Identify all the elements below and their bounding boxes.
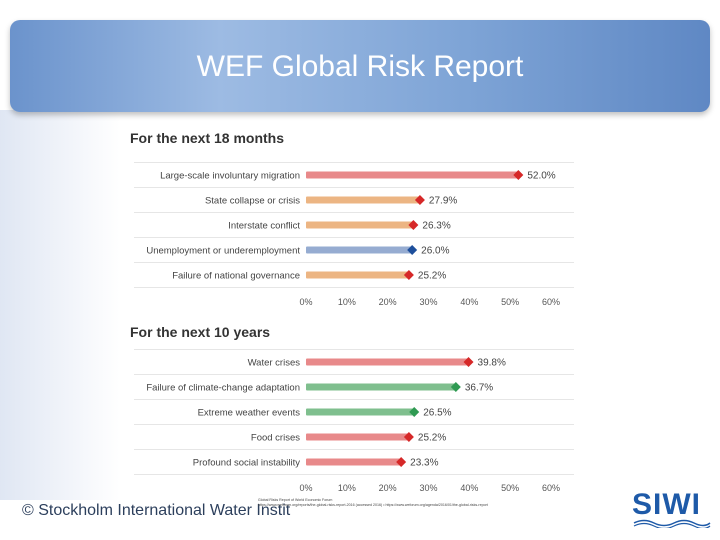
- bar: [306, 408, 415, 416]
- value-marker: [408, 220, 419, 230]
- tick-label: 60%: [542, 483, 560, 493]
- chart-title-18-months: For the next 18 months: [130, 130, 285, 146]
- value-label: 26.3%: [422, 221, 450, 232]
- bar: [306, 433, 409, 441]
- value-marker: [450, 382, 461, 392]
- chart-title-10-years: For the next 10 years: [130, 324, 271, 340]
- tick-label: 30%: [419, 483, 437, 493]
- source-citation: Global Risks Report of World Economic Fo…: [258, 498, 622, 520]
- chart-18-months-svg: Large-scale involuntary migration 52.0% St…: [134, 162, 574, 307]
- chart-18-months: For the next 18 months Large-scale invol…: [124, 122, 580, 312]
- category-label: Interstate conflict: [228, 221, 300, 232]
- category-label: Extreme weather events: [198, 408, 301, 419]
- tick-label: 40%: [460, 297, 478, 307]
- source-line-1: Global Risks Report of World Economic Fo…: [258, 498, 333, 502]
- bar: [306, 271, 409, 279]
- value-marker: [513, 170, 524, 180]
- tick-label: 10%: [338, 483, 356, 493]
- value-label: 26.0%: [421, 246, 449, 257]
- value-marker: [409, 407, 420, 417]
- siwi-logo: SIWI: [632, 488, 712, 528]
- category-label: Large-scale involuntary migration: [160, 171, 300, 182]
- chart-10-years-svg: Water crises 39.8% Failure of climate-chan…: [134, 349, 574, 493]
- tick-label: 10%: [338, 297, 356, 307]
- category-label: Profound social instability: [193, 458, 300, 469]
- tick-label: 60%: [542, 297, 560, 307]
- value-label: 27.9%: [429, 196, 457, 207]
- bar: [306, 196, 420, 204]
- tick-label: 40%: [460, 483, 478, 493]
- tick-label: 50%: [501, 483, 519, 493]
- value-marker: [407, 245, 418, 255]
- value-marker: [414, 195, 425, 205]
- tick-label: 0%: [299, 483, 312, 493]
- value-label: 36.7%: [465, 383, 493, 394]
- category-label: Water crises: [248, 358, 301, 369]
- bar: [306, 246, 413, 254]
- bar: [306, 358, 469, 366]
- value-label: 26.5%: [423, 408, 451, 419]
- chart-10-years: For the next 10 years Water crises 39.8% F…: [124, 316, 580, 498]
- footer-organization: © Stockholm International Water Instit: [22, 502, 291, 519]
- bar: [306, 383, 456, 391]
- value-marker: [463, 357, 474, 367]
- value-label: 25.2%: [418, 271, 446, 282]
- value-label: 25.2%: [418, 433, 446, 444]
- bar: [306, 221, 414, 229]
- background-gradient: [0, 110, 120, 500]
- slide-title: WEF Global Risk Report: [196, 50, 524, 83]
- tick-label: 30%: [419, 297, 437, 307]
- value-label: 23.3%: [410, 458, 438, 469]
- value-marker: [403, 432, 414, 442]
- bar: [306, 458, 402, 466]
- wave-icon: [633, 519, 711, 528]
- tick-label: 20%: [379, 297, 397, 307]
- value-marker: [396, 457, 407, 467]
- category-label: Food crises: [251, 433, 300, 444]
- category-label: State collapse or crisis: [205, 196, 300, 207]
- category-label: Unemployment or underemployment: [146, 246, 300, 257]
- tick-label: 20%: [379, 483, 397, 493]
- title-bar: WEF Global Risk Report: [10, 20, 710, 112]
- category-label: Failure of national governance: [172, 271, 300, 282]
- value-label: 52.0%: [527, 171, 555, 182]
- bar: [306, 171, 519, 179]
- category-label: Failure of climate-change adaptation: [146, 383, 300, 394]
- value-marker: [403, 270, 414, 280]
- tick-label: 50%: [501, 297, 519, 307]
- value-label: 39.8%: [478, 358, 506, 369]
- source-line-2: https://www.weforum.org/reports/the-glob…: [258, 503, 488, 507]
- siwi-logo-text: SIWI: [632, 488, 701, 521]
- tick-label: 0%: [299, 297, 312, 307]
